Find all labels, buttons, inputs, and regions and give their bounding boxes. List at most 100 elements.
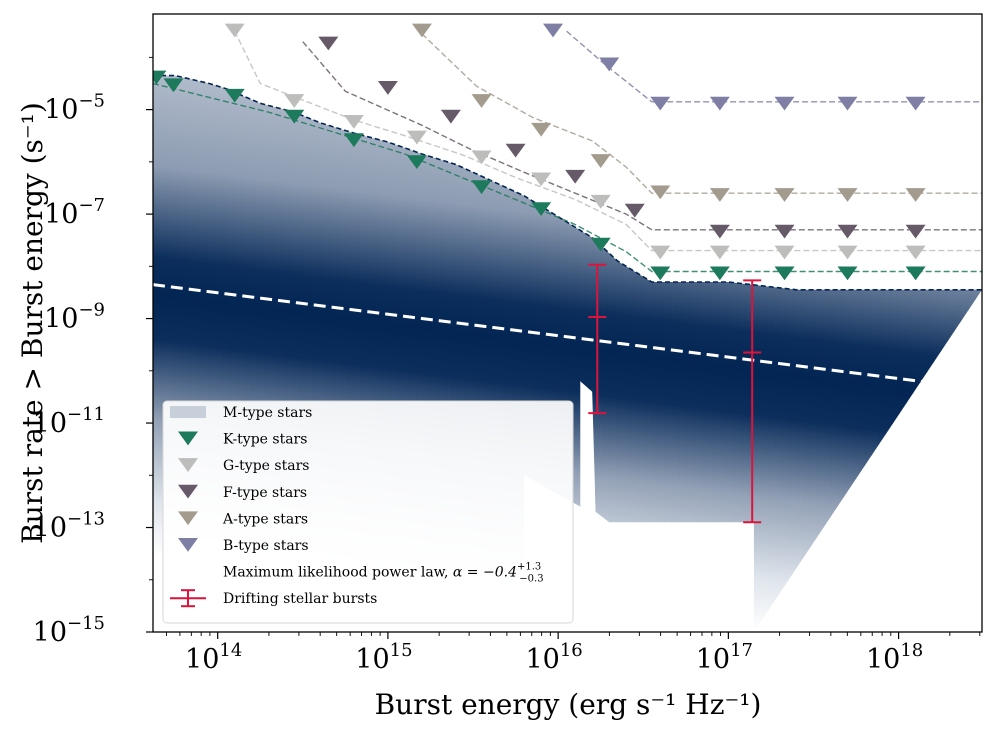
m-type-band-strip: [415, 75, 424, 632]
g-type-marker: [406, 130, 427, 145]
m-type-band-strip: [450, 75, 458, 632]
b-type-limit-line: [566, 30, 982, 103]
x-tick-exponent: 18: [900, 640, 923, 661]
m-type-band-strip: [332, 75, 341, 632]
a-type-marker: [774, 188, 795, 202]
m-type-band-strip: [394, 75, 403, 632]
m-type-band-strip: [933, 75, 942, 632]
a-type-marker: [709, 188, 730, 202]
f-type-marker: [624, 203, 645, 218]
g-type-marker: [774, 245, 795, 260]
m-type-band-strip: [222, 75, 230, 632]
m-type-band-strip: [636, 75, 645, 632]
b-type-marker: [599, 57, 620, 72]
m-type-band-strip: [367, 75, 375, 632]
m-type-band-strip: [491, 75, 500, 632]
f-type-marker: [505, 143, 526, 158]
m-type-band-strip: [684, 75, 693, 632]
k-type-marker: [905, 266, 926, 281]
g-type-marker: [837, 245, 858, 260]
m-type-band-strip: [760, 75, 769, 632]
m-type-band-strip: [878, 75, 887, 632]
k-type-marker: [650, 266, 671, 281]
m-type-band-strip: [422, 75, 431, 632]
m-type-band-strip: [719, 75, 728, 632]
m-type-band-strip: [671, 75, 679, 632]
m-type-band-strip: [781, 75, 790, 632]
m-type-band-strip: [899, 75, 907, 632]
m-type-band-strip: [754, 75, 762, 632]
m-type-band-strip: [546, 75, 555, 632]
legend-triangle-marker: [178, 511, 198, 526]
m-type-band-strip: [408, 75, 417, 632]
legend-entry: F-type stars: [178, 484, 307, 501]
m-type-band-strip: [498, 75, 507, 632]
drifting-burst-point: [588, 263, 607, 415]
y-tick-exponent: −7: [78, 195, 105, 216]
m-type-band-strip: [436, 75, 444, 632]
m-type-band-strip: [173, 75, 182, 632]
x-tick-label: 1016: [526, 640, 583, 675]
f-type-marker: [774, 224, 795, 239]
m-type-band-strip: [774, 75, 783, 632]
a-type-marker: [905, 188, 926, 202]
b-type-marker: [837, 96, 858, 111]
x-tick-exponent: 14: [219, 640, 242, 661]
m-type-band-strip: [353, 75, 361, 632]
k-type-marker: [224, 88, 245, 103]
m-type-band-strip: [574, 75, 583, 632]
m-type-band-strip: [961, 75, 969, 632]
k-type-marker: [709, 266, 730, 281]
legend-label: G-type stars: [223, 458, 309, 474]
legend-entry: M-type stars: [170, 405, 312, 421]
m-type-band-strip: [678, 75, 686, 632]
g-type-marker: [343, 114, 364, 129]
m-type-band-strip: [650, 75, 659, 632]
m-type-band-strip: [836, 75, 845, 632]
m-type-band-strip: [629, 75, 638, 632]
m-type-band-strip: [291, 75, 299, 632]
m-type-band-strip: [919, 75, 928, 632]
y-tick-label: 10−5: [44, 91, 105, 126]
m-type-band-strip: [712, 75, 721, 632]
y-tick-exponent: −13: [67, 509, 105, 530]
y-tick-exponent: −15: [67, 613, 105, 634]
m-type-band-strip: [885, 75, 893, 632]
m-type-band-strip: [539, 75, 548, 632]
legend-triangle-marker: [178, 537, 198, 552]
k-type-marker: [343, 133, 364, 148]
k-type-marker: [163, 78, 184, 93]
y-tick-label: 10−9: [44, 300, 105, 335]
b-type-marker: [905, 96, 926, 111]
m-type-band-strip: [346, 75, 355, 632]
m-type-band-strip: [615, 75, 624, 632]
y-tick-label: 10−15: [33, 613, 105, 648]
m-type-band-strip: [954, 75, 963, 632]
f-type-marker: [709, 224, 730, 239]
b-type-marker: [774, 96, 795, 111]
m-type-band-strip: [187, 75, 196, 632]
b-type-marker: [543, 23, 564, 38]
g-type-marker: [471, 150, 492, 165]
legend-label: A-type stars: [222, 511, 308, 527]
m-type-band-strip: [622, 75, 631, 632]
a-type-marker: [590, 154, 611, 168]
legend-entry: Drifting stellar bursts: [170, 589, 377, 608]
a-type-marker: [837, 188, 858, 202]
f-type-marker: [377, 81, 398, 95]
m-type-band-strip: [166, 75, 175, 632]
m-type-band-strip: [526, 75, 534, 632]
m-type-band-strip: [726, 75, 735, 632]
legend-label: K-type stars: [223, 432, 307, 448]
a-type-limit-line: [421, 33, 982, 194]
legend-triangle-marker: [178, 484, 198, 499]
m-type-band-strip: [733, 75, 741, 632]
m-type-band-strip: [339, 75, 348, 632]
m-type-band-strip: [298, 75, 306, 632]
m-type-band-strip: [477, 75, 486, 632]
m-type-band-strip: [809, 75, 817, 632]
f-type-limit-line: [302, 41, 982, 231]
legend-triangle-marker: [178, 431, 198, 446]
m-type-band-strip: [843, 75, 852, 632]
m-type-band-strip: [940, 75, 949, 632]
